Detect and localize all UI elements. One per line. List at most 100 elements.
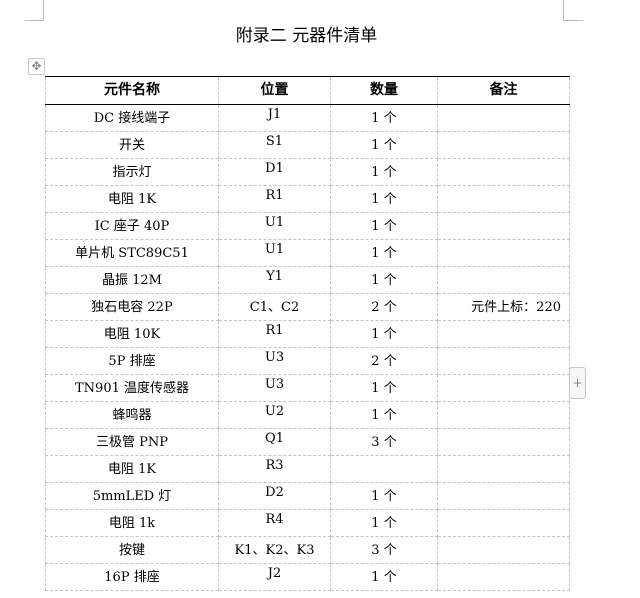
plus-icon[interactable]: + [569, 367, 586, 399]
page-corner-mark [43, 0, 44, 20]
cell-name: 按键 [45, 536, 219, 564]
cell-notes [437, 266, 570, 294]
cell-quantity: 2 个 [330, 293, 438, 321]
cell-quantity: 1 个 [330, 185, 438, 213]
header-quantity: 数量 [330, 76, 438, 105]
table-row: 电阻 1k R4 1 个 [45, 509, 570, 537]
table-row: 电阻 1K R3 [45, 455, 570, 483]
cell-notes [437, 563, 570, 591]
cell-quantity: 1 个 [330, 509, 438, 537]
cell-notes [437, 482, 570, 510]
cell-position: Y1 [218, 266, 331, 294]
cell-notes [437, 347, 570, 375]
header-name: 元件名称 [45, 76, 219, 105]
cell-position: J1 [218, 104, 331, 132]
cell-notes [437, 455, 570, 483]
cell-quantity: 1 个 [330, 158, 438, 186]
cell-name: 指示灯 [45, 158, 219, 186]
page-corner-mark [25, 20, 44, 21]
component-table: 元件名称 位置 数量 备注 DC 接线端子 J1 1 个开关 S1 1 个指示灯 D1 1 … [45, 76, 570, 591]
header-position: 位置 [218, 76, 331, 105]
cell-name: 电阻 1K [45, 455, 219, 483]
cell-position: J2 [218, 563, 331, 591]
table-row: 蜂鸣器 U2 1 个 [45, 401, 570, 429]
cell-name: 三极管 PNP [45, 428, 219, 456]
cell-position: Q1 [218, 428, 331, 456]
cell-position: D2 [218, 482, 331, 510]
cell-quantity: 2 个 [330, 347, 438, 375]
cell-notes [437, 185, 570, 213]
cell-position: R3 [218, 455, 331, 483]
table-row: 晶振 12M Y1 1 个 [45, 266, 570, 294]
cell-notes: 元件上标：220 [437, 293, 570, 321]
table-row: TN901 温度传感器 U3 1 个 [45, 374, 570, 402]
cell-position: R1 [218, 320, 331, 348]
cell-notes [437, 428, 570, 456]
cell-notes [437, 509, 570, 537]
cell-name: 5mmLED 灯 [45, 482, 219, 510]
cell-notes [437, 104, 570, 132]
table-row: 按键 K1、K2、K3 3 个 [45, 536, 570, 564]
cell-quantity [330, 455, 438, 483]
cell-position: K1、K2、K3 [218, 536, 331, 564]
cell-quantity: 1 个 [330, 320, 438, 348]
cell-name: 晶振 12M [45, 266, 219, 294]
cell-name: 独石电容 22P [45, 293, 219, 321]
table-row: DC 接线端子 J1 1 个 [45, 104, 570, 132]
table-row: 三极管 PNP Q1 3 个 [45, 428, 570, 456]
cell-position: R1 [218, 185, 331, 213]
cell-quantity: 1 个 [330, 266, 438, 294]
move-icon[interactable]: ✥ [28, 58, 45, 75]
cell-name: DC 接线端子 [45, 104, 219, 132]
cell-name: 电阻 10K [45, 320, 219, 348]
cell-name: 电阻 1k [45, 509, 219, 537]
cell-notes [437, 401, 570, 429]
table-row: 5mmLED 灯 D2 1 个 [45, 482, 570, 510]
cell-name: 16P 排座 [45, 563, 219, 591]
table-header-row: 元件名称 位置 数量 备注 [45, 76, 570, 105]
cell-position: S1 [218, 131, 331, 159]
table-row: 16P 排座 J2 1 个 [45, 563, 570, 591]
cell-notes [437, 158, 570, 186]
cell-notes [437, 320, 570, 348]
cell-quantity: 1 个 [330, 401, 438, 429]
page-corner-mark [563, 20, 583, 21]
cell-quantity: 1 个 [330, 482, 438, 510]
cell-position: R4 [218, 509, 331, 537]
cell-name: 电阻 1K [45, 185, 219, 213]
cell-name: 5P 排座 [45, 347, 219, 375]
cell-name: IC 座子 40P [45, 212, 219, 240]
cell-position: U2 [218, 401, 331, 429]
cell-quantity: 1 个 [330, 104, 438, 132]
cell-quantity: 1 个 [330, 563, 438, 591]
cell-name: TN901 温度传感器 [45, 374, 219, 402]
cell-quantity: 1 个 [330, 374, 438, 402]
cell-name: 单片机 STC89C51 [45, 239, 219, 267]
cell-notes [437, 131, 570, 159]
cell-position: U1 [218, 239, 331, 267]
cell-position: D1 [218, 158, 331, 186]
cell-quantity: 3 个 [330, 536, 438, 564]
table-row: 电阻 1K R1 1 个 [45, 185, 570, 213]
cell-notes [437, 239, 570, 267]
cell-notes [437, 536, 570, 564]
table-row: 电阻 10K R1 1 个 [45, 320, 570, 348]
cell-position: C1、C2 [218, 293, 331, 321]
cell-quantity: 3 个 [330, 428, 438, 456]
page-corner-mark [563, 0, 564, 20]
cell-quantity: 1 个 [330, 239, 438, 267]
cell-quantity: 1 个 [330, 131, 438, 159]
table-row: IC 座子 40P U1 1 个 [45, 212, 570, 240]
page-title: 附录二 元器件清单 [235, 26, 378, 46]
cell-name: 蜂鸣器 [45, 401, 219, 429]
cell-notes [437, 374, 570, 402]
cell-position: U3 [218, 347, 331, 375]
header-notes: 备注 [437, 76, 570, 105]
cell-name: 开关 [45, 131, 219, 159]
table-row: 指示灯 D1 1 个 [45, 158, 570, 186]
table-row: 开关 S1 1 个 [45, 131, 570, 159]
table-row: 单片机 STC89C51 U1 1 个 [45, 239, 570, 267]
table-row: 独石电容 22P C1、C2 2 个元件上标：220 [45, 293, 570, 321]
cell-quantity: 1 个 [330, 212, 438, 240]
cell-position: U1 [218, 212, 331, 240]
